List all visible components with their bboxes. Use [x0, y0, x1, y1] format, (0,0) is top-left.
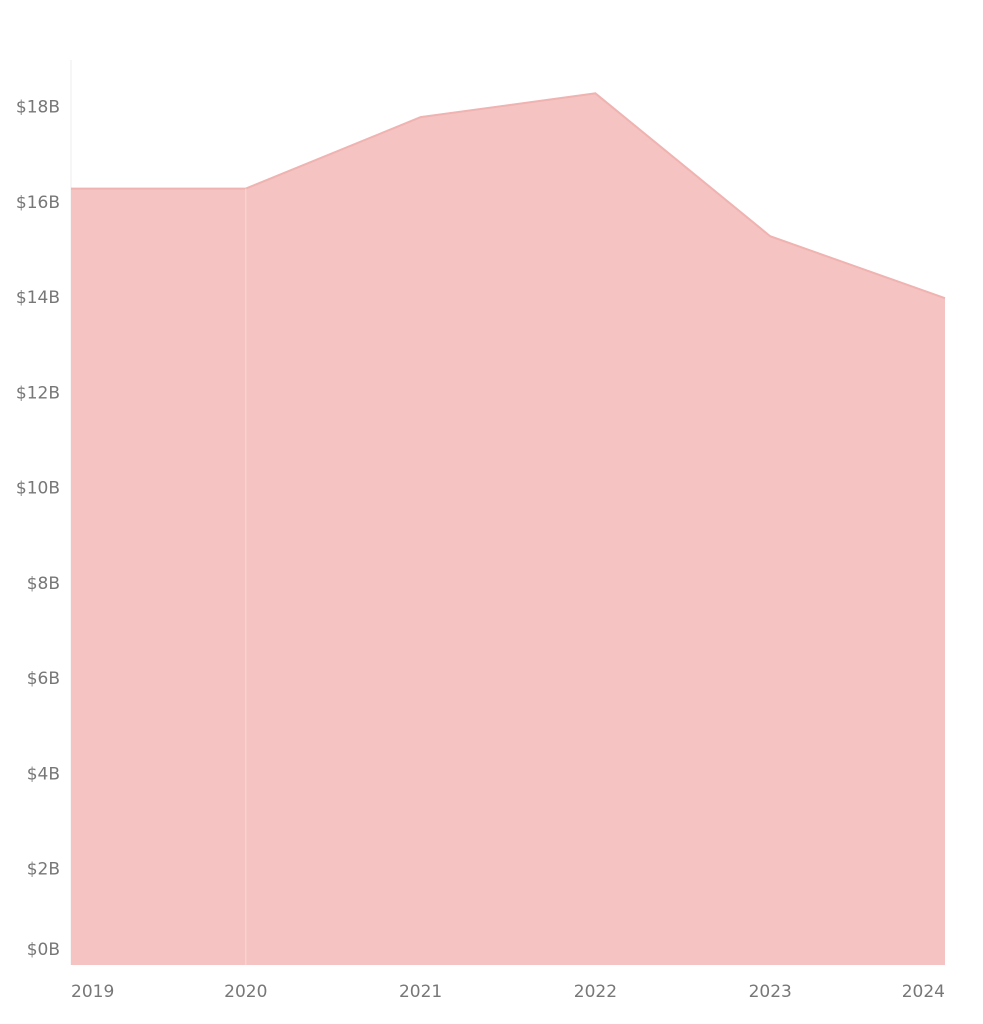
area-line	[71, 92, 946, 300]
y-tick-label: $8B	[27, 574, 60, 594]
x-tick-label: 2024	[902, 982, 945, 1002]
y-tick-label: $18B	[16, 98, 60, 118]
y-tick-label: $0B	[27, 940, 60, 960]
x-tick-label: 2021	[399, 982, 442, 1002]
x-tick-label: 2023	[749, 982, 792, 1002]
x-tick-label: 2019	[71, 982, 114, 1002]
y-tick-label: $10B	[16, 479, 60, 499]
y-tick-label: $16B	[16, 193, 60, 213]
y-tick-label: $4B	[27, 764, 60, 784]
area	[71, 93, 945, 965]
y-tick-label: $6B	[27, 669, 60, 689]
y-tick-label: $14B	[16, 288, 60, 308]
y-tick-label: $12B	[16, 383, 60, 403]
y-tick-label: $2B	[27, 860, 60, 880]
x-tick-label: 2020	[224, 982, 267, 1002]
x-tick-label: 2022	[574, 982, 617, 1002]
